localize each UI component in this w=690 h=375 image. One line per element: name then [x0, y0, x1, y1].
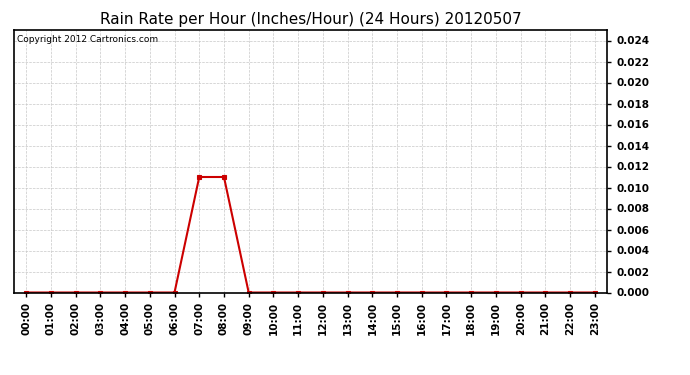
Title: Rain Rate per Hour (Inches/Hour) (24 Hours) 20120507: Rain Rate per Hour (Inches/Hour) (24 Hou… [99, 12, 522, 27]
Text: Copyright 2012 Cartronics.com: Copyright 2012 Cartronics.com [17, 35, 158, 44]
